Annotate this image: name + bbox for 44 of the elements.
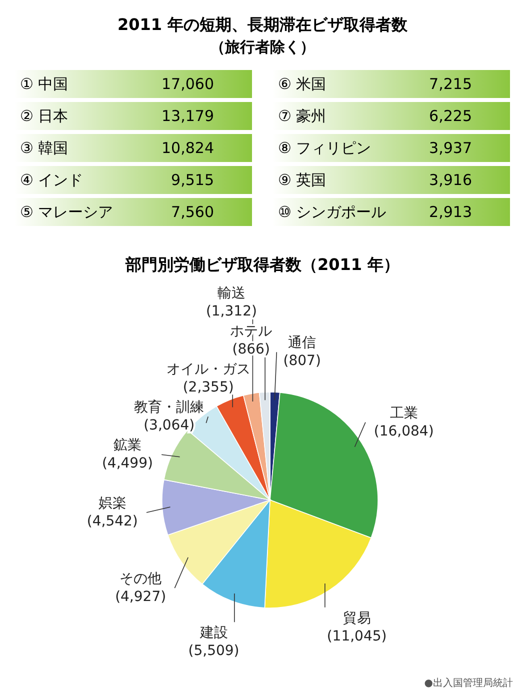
text: 2011 年の短期、長期滞在ビザ取得者数 [117, 15, 409, 34]
slice-label: 鉱業 [113, 438, 142, 454]
slice-label: 建設 [198, 625, 228, 642]
slice-label: 娯楽 [98, 496, 126, 512]
text: 10,824 [162, 139, 214, 157]
data-label: (807) [283, 353, 321, 370]
text: 3,937 [429, 139, 472, 157]
data-label: (3,064) [144, 418, 195, 434]
category-label: ④ インド [20, 171, 84, 189]
text: 6,225 [429, 107, 472, 125]
data-label: (1,312) [206, 304, 257, 320]
category-label: ⑩ シンガポール [278, 203, 386, 221]
text: 17,060 [162, 75, 214, 93]
category-label: ⑦ 豪州 [278, 107, 326, 125]
slice-label: 輸送 [217, 286, 246, 302]
text: 3,916 [429, 171, 472, 189]
category-label: ① 中国 [20, 75, 68, 93]
category-label: ② 日本 [20, 107, 68, 125]
slice-label: 工業 [390, 405, 418, 422]
text: 7,560 [171, 203, 214, 221]
text: 2,913 [429, 203, 472, 221]
category-label: ⑥ 米国 [278, 75, 326, 93]
text: 7,215 [429, 75, 472, 93]
data-label: (5,509) [188, 643, 240, 660]
slice-label: 貿易 [342, 610, 371, 626]
chart-title: 部門別労働ビザ取得者数（2011 年） [124, 255, 400, 274]
data-label: (16,084) [374, 423, 434, 440]
category-label: ⑤ マレーシア [20, 203, 114, 221]
text: 13,179 [162, 107, 214, 125]
category-label: ③ 韓国 [20, 139, 68, 157]
slice-label: オイル・ガス [166, 362, 250, 378]
text: ●出入国管理局統計 [424, 677, 513, 689]
text: 9,515 [171, 171, 214, 189]
slice-label: 教育・訓練 [134, 398, 204, 416]
data-label: (11,045) [326, 628, 387, 644]
category-label: ⑧ フィリピン [278, 139, 372, 157]
data-label: (4,542) [86, 514, 138, 530]
text: （旅行者除く） [210, 38, 315, 56]
data-label: (4,927) [115, 589, 166, 606]
category-label: ⑨ 英国 [278, 171, 326, 189]
slice-label: 通信 [288, 335, 316, 352]
data-label: (4,499) [102, 456, 153, 472]
slice-label: その他 [120, 571, 162, 588]
data-label: (2,355) [182, 380, 234, 396]
